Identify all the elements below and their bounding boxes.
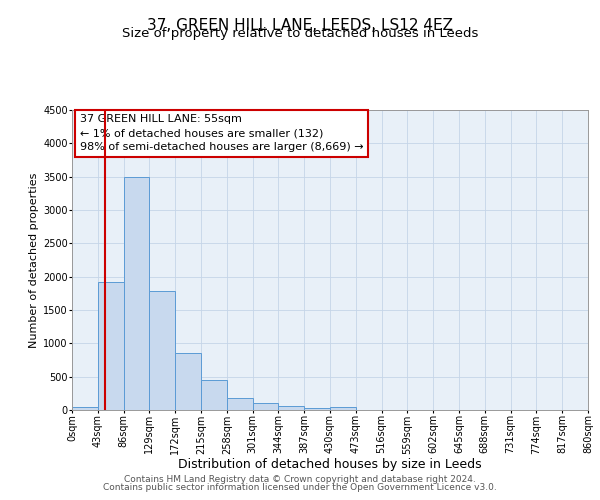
Bar xyxy=(253,404,278,410)
Bar xyxy=(175,352,201,410)
X-axis label: Distribution of detached houses by size in Leeds: Distribution of detached houses by size … xyxy=(178,458,482,470)
Bar xyxy=(330,406,356,410)
Bar xyxy=(278,406,304,410)
Bar xyxy=(304,408,330,410)
Text: Contains public sector information licensed under the Open Government Licence v3: Contains public sector information licen… xyxy=(103,483,497,492)
Bar xyxy=(149,292,175,410)
Bar xyxy=(98,282,124,410)
Bar xyxy=(72,406,98,410)
Bar xyxy=(124,176,149,410)
Text: 37 GREEN HILL LANE: 55sqm
← 1% of detached houses are smaller (132)
98% of semi-: 37 GREEN HILL LANE: 55sqm ← 1% of detach… xyxy=(80,114,364,152)
Bar xyxy=(227,398,253,410)
Text: Contains HM Land Registry data © Crown copyright and database right 2024.: Contains HM Land Registry data © Crown c… xyxy=(124,475,476,484)
Text: 37, GREEN HILL LANE, LEEDS, LS12 4EZ: 37, GREEN HILL LANE, LEEDS, LS12 4EZ xyxy=(147,18,453,32)
Y-axis label: Number of detached properties: Number of detached properties xyxy=(29,172,39,348)
Bar xyxy=(201,380,227,410)
Text: Size of property relative to detached houses in Leeds: Size of property relative to detached ho… xyxy=(122,28,478,40)
